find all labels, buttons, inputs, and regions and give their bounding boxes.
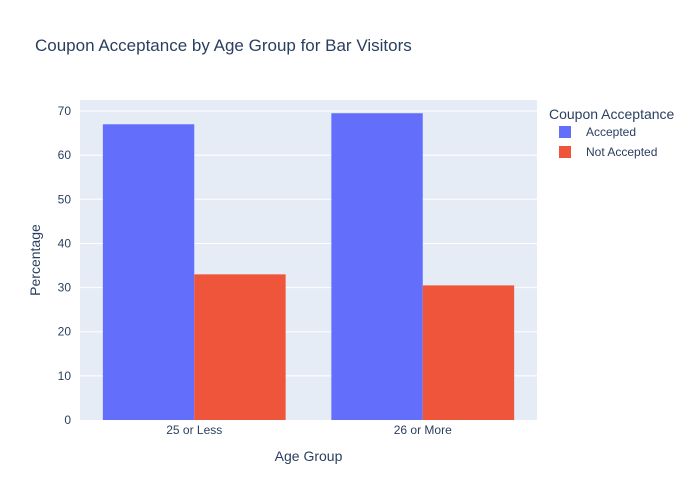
y-tick-label: 10 [58, 369, 72, 383]
y-axis-label: Percentage [27, 224, 43, 296]
x-tick-label: 25 or Less [166, 423, 222, 437]
bar-not-accepted-1 [422, 285, 515, 420]
legend-swatch [559, 146, 571, 158]
y-tick-label: 70 [58, 104, 72, 118]
y-tick-label: 0 [64, 413, 71, 427]
x-tick-label: 26 or More [394, 423, 452, 437]
x-axis-label: Age Group [275, 448, 343, 464]
y-tick-label: 50 [58, 192, 72, 206]
legend-item-label: Accepted [586, 125, 636, 139]
legend-item-label: Not Accepted [586, 145, 657, 159]
y-tick-label: 20 [58, 325, 72, 339]
x-axis-ticks: 25 or Less 26 or More [166, 423, 452, 437]
y-tick-label: 60 [58, 148, 72, 162]
y-tick-label: 30 [58, 281, 72, 295]
bar-accepted-1 [331, 113, 423, 420]
chart-title: Coupon Acceptance by Age Group for Bar V… [35, 36, 412, 55]
legend: Coupon Acceptance Accepted Not Accepted [549, 106, 675, 159]
legend-swatch [559, 126, 571, 138]
bar-accepted-0 [102, 124, 195, 420]
bars [102, 113, 515, 420]
y-tick-label: 40 [58, 236, 72, 250]
legend-title: Coupon Acceptance [549, 106, 675, 122]
bar-not-accepted-0 [194, 274, 286, 420]
y-axis-ticks: 0 10 20 30 40 50 60 70 [58, 104, 72, 427]
